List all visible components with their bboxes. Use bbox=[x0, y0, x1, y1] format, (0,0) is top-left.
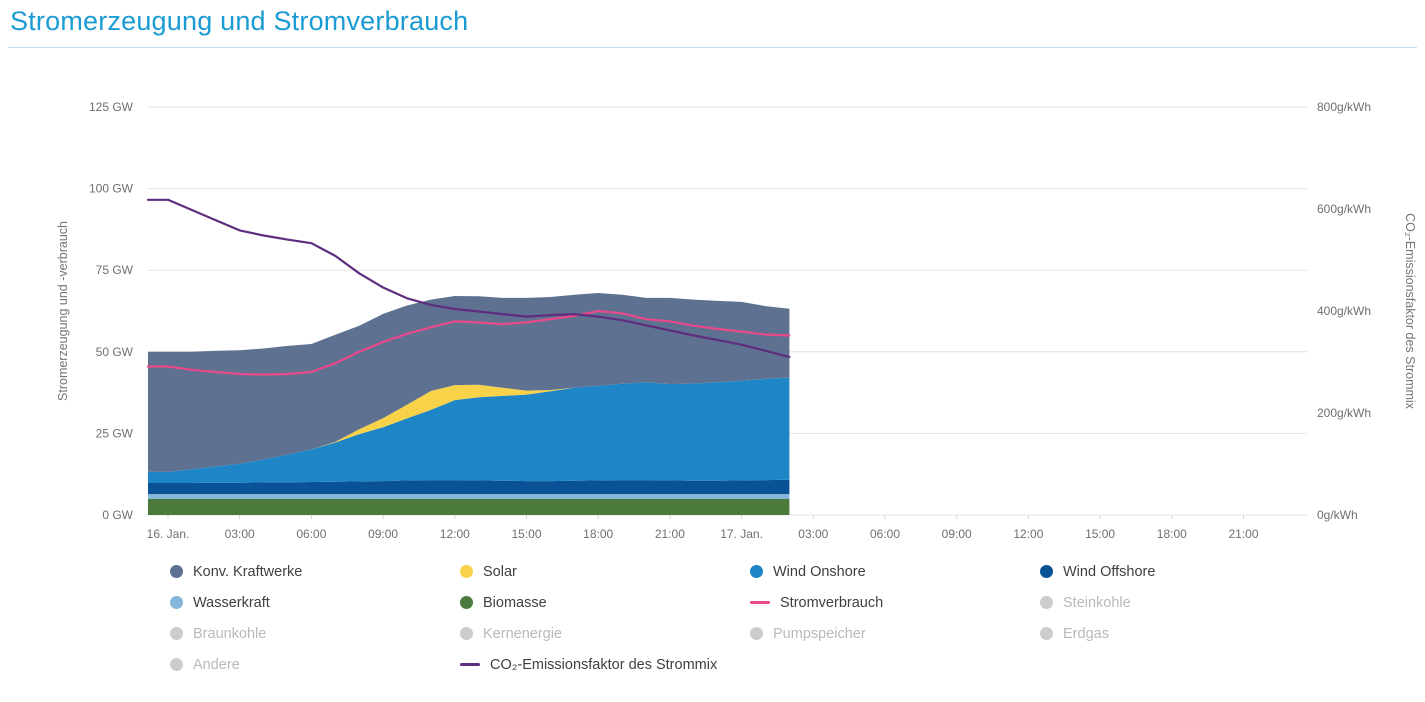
page-title: Stromerzeugung und Stromverbrauch bbox=[10, 6, 469, 36]
x-axis-tick-label: 18:00 bbox=[583, 527, 613, 541]
x-axis-tick-label: 15:00 bbox=[1085, 527, 1115, 541]
right-axis-tick-label: 800g/kWh bbox=[1317, 100, 1371, 114]
left-axis-tick-label: 75 GW bbox=[96, 263, 134, 277]
x-axis-tick-label: 21:00 bbox=[655, 527, 685, 541]
legend-label: Konv. Kraftwerke bbox=[193, 563, 303, 580]
legend-item-wasserkraft[interactable]: Wasserkraft bbox=[170, 587, 460, 618]
legend-item-co-emissionsfaktor-des-strommix[interactable]: CO₂-Emissionsfaktor des Strommix bbox=[460, 649, 750, 680]
right-axis-title: CO₂-Emissionsfaktor des Strommix bbox=[1403, 213, 1417, 410]
x-axis-tick-label: 16. Jan. bbox=[147, 527, 190, 541]
right-axis-tick-label: 0g/kWh bbox=[1317, 508, 1358, 522]
legend-item-andere[interactable]: Andere bbox=[170, 649, 460, 680]
legend-dot-marker bbox=[170, 565, 183, 578]
legend-item-stromverbrauch[interactable]: Stromverbrauch bbox=[750, 587, 1040, 618]
left-axis-tick-label: 0 GW bbox=[102, 508, 133, 522]
legend: Konv. Kraftwerke Solar Wind Onshore Wind Of… bbox=[170, 556, 1330, 680]
legend-label: Stromverbrauch bbox=[780, 594, 884, 611]
x-axis-tick-label: 21:00 bbox=[1228, 527, 1258, 541]
x-axis-tick-label: 17. Jan. bbox=[720, 527, 763, 541]
legend-dot-marker bbox=[750, 565, 763, 578]
legend-label: CO₂-Emissionsfaktor des Strommix bbox=[490, 656, 718, 673]
legend-item-wind-offshore[interactable]: Wind Offshore bbox=[1040, 556, 1330, 587]
right-axis-tick-label: 600g/kWh bbox=[1317, 202, 1371, 216]
x-axis-tick-label: 09:00 bbox=[942, 527, 972, 541]
legend-item-konv-kraftwerke[interactable]: Konv. Kraftwerke bbox=[170, 556, 460, 587]
legend-label: Andere bbox=[193, 656, 240, 673]
left-axis-tick-label: 125 GW bbox=[89, 100, 134, 114]
legend-item-erdgas[interactable]: Erdgas bbox=[1040, 618, 1330, 649]
legend-dot-marker bbox=[170, 596, 183, 609]
legend-dot-marker bbox=[750, 627, 763, 640]
title-divider bbox=[8, 47, 1417, 48]
right-axis-tick-label: 200g/kWh bbox=[1317, 406, 1371, 420]
x-axis-tick-label: 06:00 bbox=[870, 527, 900, 541]
x-axis-tick-label: 12:00 bbox=[440, 527, 470, 541]
legend-line-marker bbox=[750, 601, 770, 604]
legend-line-marker bbox=[460, 663, 480, 666]
legend-label: Biomasse bbox=[483, 594, 547, 611]
legend-label: Wind Offshore bbox=[1063, 563, 1156, 580]
legend-dot-marker bbox=[460, 565, 473, 578]
left-axis-title: Stromerzeugung und -verbrauch bbox=[56, 221, 70, 401]
legend-label: Solar bbox=[483, 563, 517, 580]
legend-item-solar[interactable]: Solar bbox=[460, 556, 750, 587]
x-axis-tick-label: 06:00 bbox=[296, 527, 326, 541]
area-wind-onshore[interactable] bbox=[148, 377, 790, 483]
legend-item-biomasse[interactable]: Biomasse bbox=[460, 587, 750, 618]
legend-dot-marker bbox=[460, 627, 473, 640]
legend-item-pumpspeicher[interactable]: Pumpspeicher bbox=[750, 618, 1040, 649]
legend-label: Wind Onshore bbox=[773, 563, 866, 580]
line-co-emissionsfaktor-des-strommix[interactable] bbox=[146, 198, 791, 358]
legend-dot-marker bbox=[1040, 565, 1053, 578]
x-axis-tick-label: 03:00 bbox=[798, 527, 828, 541]
legend-dot-marker bbox=[170, 627, 183, 640]
legend-dot-marker bbox=[170, 658, 183, 671]
left-axis-tick-label: 100 GW bbox=[89, 182, 134, 196]
left-axis-tick-label: 50 GW bbox=[96, 345, 134, 359]
x-axis-tick-label: 03:00 bbox=[225, 527, 255, 541]
x-axis-tick-label: 09:00 bbox=[368, 527, 398, 541]
left-axis-tick-label: 25 GW bbox=[96, 426, 134, 440]
legend-label: Kernenergie bbox=[483, 625, 562, 642]
legend-dot-marker bbox=[1040, 596, 1053, 609]
legend-item-braunkohle[interactable]: Braunkohle bbox=[170, 618, 460, 649]
legend-label: Wasserkraft bbox=[193, 594, 270, 611]
stacked-area-chart[interactable]: 0 GW 25 GW 50 GW 75 GW 100 GW 125 GW 0g/kWh 200… bbox=[0, 0, 1425, 552]
x-axis-tick-label: 18:00 bbox=[1157, 527, 1187, 541]
legend-item-kernenergie[interactable]: Kernenergie bbox=[460, 618, 750, 649]
area-biomasse[interactable] bbox=[148, 499, 790, 515]
legend-label: Pumpspeicher bbox=[773, 625, 866, 642]
area-solar[interactable] bbox=[148, 377, 790, 472]
area-wind-offshore[interactable] bbox=[148, 479, 790, 495]
line-stromverbrauch[interactable] bbox=[146, 309, 791, 376]
legend-label: Braunkohle bbox=[193, 625, 267, 642]
legend-dot-marker bbox=[460, 596, 473, 609]
legend-item-steinkohle[interactable]: Steinkohle bbox=[1040, 587, 1330, 618]
legend-label: Erdgas bbox=[1063, 625, 1109, 642]
x-axis-tick-label: 15:00 bbox=[511, 527, 541, 541]
legend-label: Steinkohle bbox=[1063, 594, 1131, 611]
x-axis-tick-label: 12:00 bbox=[1013, 527, 1043, 541]
legend-dot-marker bbox=[1040, 627, 1053, 640]
area-wasserkraft[interactable] bbox=[148, 494, 790, 499]
right-axis-tick-label: 400g/kWh bbox=[1317, 304, 1371, 318]
legend-item-wind-onshore[interactable]: Wind Onshore bbox=[750, 556, 1040, 587]
area-konv-kraftwerke[interactable] bbox=[148, 293, 790, 472]
